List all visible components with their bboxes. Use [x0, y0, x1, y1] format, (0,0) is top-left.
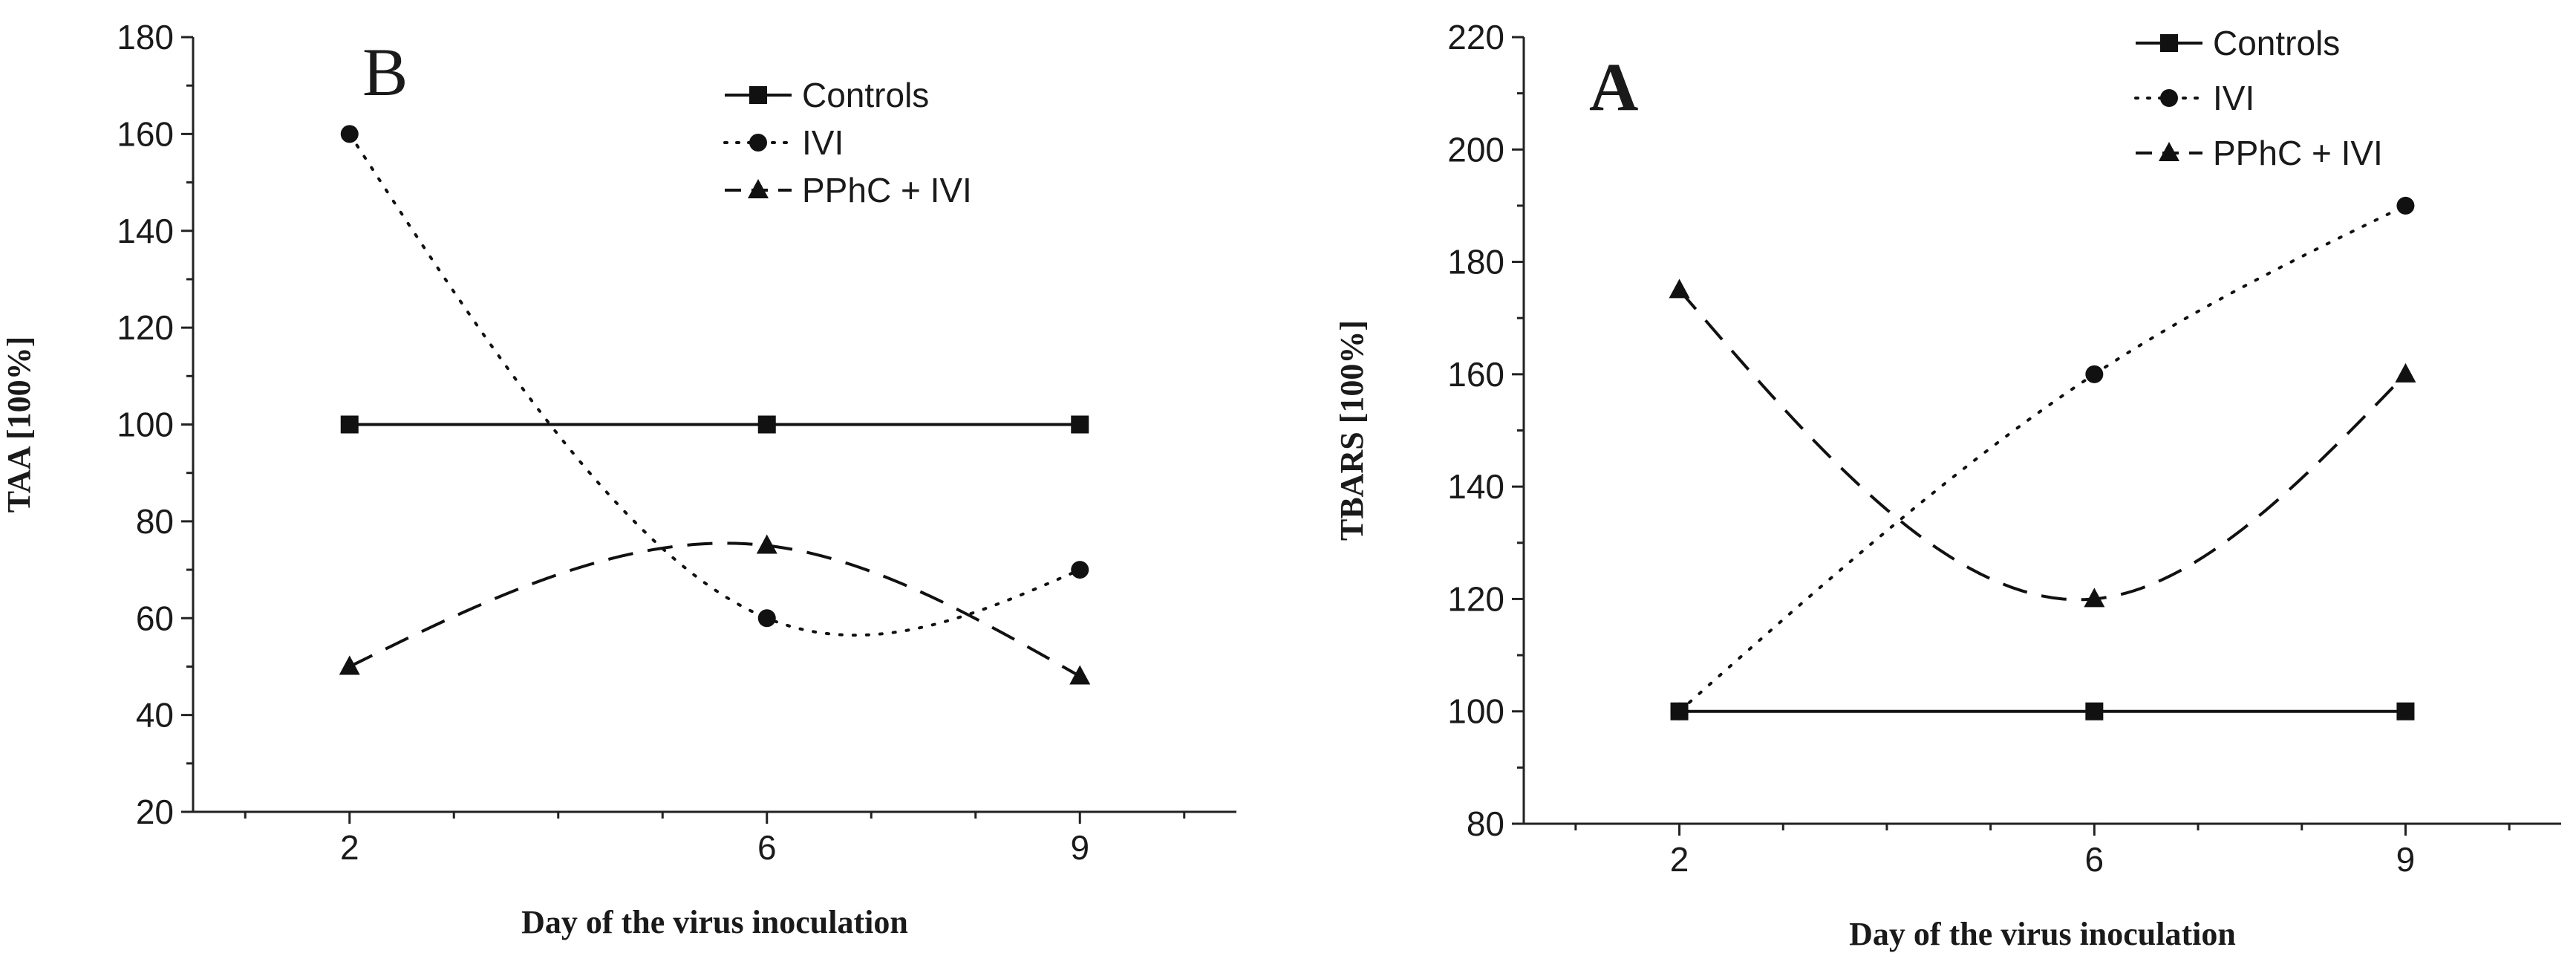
data-point-ivi — [2085, 365, 2104, 383]
data-point-controls — [2085, 702, 2104, 720]
legend-marker-pphc-ivi — [748, 179, 769, 198]
data-point-pphc-ivi — [756, 534, 777, 554]
series-line-pphc-ivi — [1678, 289, 2407, 602]
chart-panel-b: 20 40 60 80 100 120 140 160 180 2 6 9 Day of the vir… — [1, 18, 1236, 940]
y-tick-label: 140 — [1447, 467, 1504, 506]
y-tick-label: 180 — [1447, 243, 1504, 282]
x-tick-label: 2 — [340, 828, 359, 867]
x-tick-label: 9 — [1070, 828, 1089, 867]
data-point-ivi — [340, 125, 359, 143]
series-line-ivi — [1677, 204, 2407, 713]
y-tick-label: 20 — [136, 793, 174, 831]
y-tick-label: 160 — [1447, 355, 1504, 394]
y-axis-title: TAA [100%] — [1, 336, 37, 513]
legend-label-controls: Controls — [2213, 24, 2340, 62]
legend-label-pphc-ivi: PPhC + IVI — [802, 171, 972, 209]
data-point-controls — [1071, 415, 1089, 434]
legend-marker-ivi — [749, 134, 767, 152]
legend-marker-ivi — [2160, 89, 2178, 107]
y-tick-label: 160 — [117, 114, 174, 153]
y-tick-label: 100 — [117, 406, 174, 444]
legend-marker-controls — [749, 86, 767, 104]
data-point-pphc-ivi — [1669, 279, 1690, 299]
data-point-pphc-ivi — [2395, 362, 2416, 383]
data-point-ivi — [2396, 196, 2415, 215]
panel-label: A — [1589, 49, 1638, 125]
x-axis-title: Day of the virus inoculation — [521, 904, 908, 940]
data-point-pphc-ivi — [2084, 588, 2105, 608]
x-tick-label: 6 — [2085, 840, 2104, 879]
y-tick-label: 120 — [1447, 579, 1504, 618]
legend-marker-pphc-ivi — [2159, 142, 2179, 161]
x-axis-title: Day of the virus inoculation — [1849, 916, 2236, 952]
panel-label: B — [362, 34, 408, 110]
data-point-controls — [757, 415, 776, 434]
data-point-pphc-ivi — [339, 655, 360, 675]
y-axis-title: TBARS [100%] — [1334, 320, 1370, 541]
y-tick-label: 220 — [1447, 18, 1504, 56]
y-tick-label: 200 — [1447, 130, 1504, 169]
data-point-controls — [2396, 702, 2415, 720]
data-point-ivi — [1670, 702, 1689, 720]
data-point-controls — [340, 415, 359, 434]
y-tick-label: 40 — [136, 696, 174, 735]
y-tick-label: 100 — [1447, 692, 1504, 731]
data-point-ivi — [757, 609, 776, 628]
legend-label-ivi: IVI — [2213, 79, 2254, 117]
y-tick-label: 140 — [117, 212, 174, 250]
x-tick-label: 9 — [2396, 840, 2416, 879]
legend-label-ivi: IVI — [802, 123, 844, 162]
y-tick-label: 180 — [117, 18, 174, 56]
x-tick-label: 2 — [1670, 840, 1689, 879]
y-tick-label: 80 — [136, 502, 174, 541]
series-line-pphc-ivi — [348, 541, 1081, 678]
y-tick-label: 80 — [1467, 804, 1504, 843]
legend-label-pphc-ivi: PPhC + IVI — [2213, 134, 2383, 172]
y-tick-label: 60 — [136, 599, 174, 637]
data-point-pphc-ivi — [1069, 665, 1091, 685]
legend-marker-controls — [2160, 34, 2178, 52]
y-tick-label: 120 — [117, 308, 174, 347]
legend-label-controls: Controls — [802, 76, 929, 114]
chart-panel-a: 80 100 120 140 160 180 200 220 2 6 9 Day of the vir… — [1334, 18, 2561, 952]
data-point-ivi — [1071, 561, 1089, 579]
x-tick-label: 6 — [757, 828, 777, 867]
